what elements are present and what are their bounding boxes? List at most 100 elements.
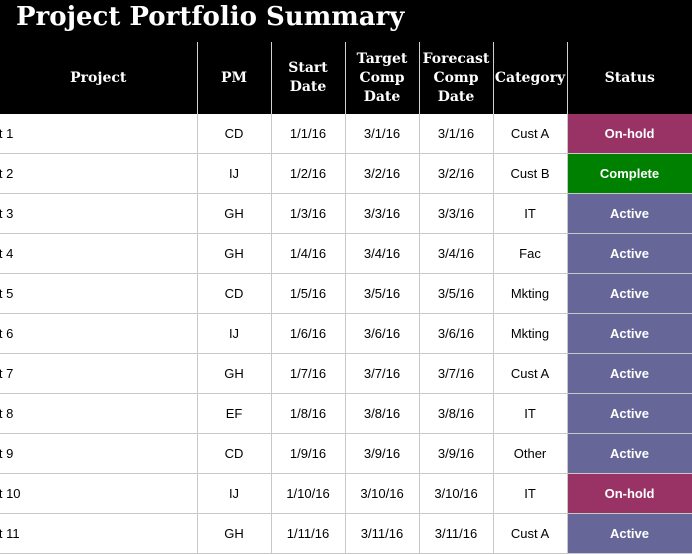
- table-row: Project 10IJ1/10/163/10/163/10/16ITOn-ho…: [0, 473, 692, 514]
- status-cell[interactable]: Active: [567, 273, 692, 314]
- header-forecast-line2: Comp: [433, 69, 479, 86]
- category-cell[interactable]: Fac: [493, 233, 568, 274]
- forecast-date-cell[interactable]: 3/5/16: [419, 273, 494, 314]
- pm-cell[interactable]: GH: [197, 193, 272, 234]
- category-cell[interactable]: Cust B: [493, 153, 568, 194]
- pm-cell[interactable]: CD: [197, 433, 272, 474]
- start-date-cell[interactable]: 1/9/16: [271, 433, 346, 474]
- forecast-date-cell[interactable]: 3/7/16: [419, 353, 494, 394]
- header-start-date[interactable]: Start Date: [271, 42, 346, 114]
- header-category-label: Category: [494, 69, 566, 86]
- portfolio-table: Project PM Start Date Target Comp Date F…: [0, 42, 692, 554]
- header-target-comp-date[interactable]: Target Comp Date: [345, 42, 420, 114]
- status-cell[interactable]: Active: [567, 393, 692, 434]
- header-status[interactable]: Status: [567, 42, 692, 114]
- status-cell[interactable]: Active: [567, 313, 692, 354]
- category-cell[interactable]: Mkting: [493, 273, 568, 314]
- start-date-cell[interactable]: 1/1/16: [271, 114, 346, 154]
- forecast-date-cell[interactable]: 3/1/16: [419, 114, 494, 154]
- pm-cell[interactable]: IJ: [197, 153, 272, 194]
- pm-cell[interactable]: EF: [197, 393, 272, 434]
- category-cell[interactable]: IT: [493, 473, 568, 514]
- target-date-cell[interactable]: 3/6/16: [345, 313, 420, 354]
- project-name: Project 8: [0, 406, 14, 421]
- project-cell[interactable]: Project 10: [0, 473, 198, 514]
- header-project[interactable]: Project: [0, 42, 198, 114]
- status-cell[interactable]: On-hold: [567, 473, 692, 514]
- start-date-cell[interactable]: 1/4/16: [271, 233, 346, 274]
- project-cell[interactable]: Project 9: [0, 433, 198, 474]
- target-date-cell[interactable]: 3/4/16: [345, 233, 420, 274]
- category-cell[interactable]: Cust A: [493, 513, 568, 554]
- pm-cell[interactable]: GH: [197, 233, 272, 274]
- category-cell[interactable]: IT: [493, 393, 568, 434]
- page-title: Project Portfolio Summary: [16, 2, 405, 32]
- project-cell[interactable]: Project 8: [0, 393, 198, 434]
- status-cell[interactable]: On-hold: [567, 114, 692, 154]
- target-date-cell[interactable]: 3/10/16: [345, 473, 420, 514]
- target-date-cell[interactable]: 3/7/16: [345, 353, 420, 394]
- project-cell[interactable]: Project 1: [0, 114, 198, 154]
- project-cell[interactable]: Project 2: [0, 153, 198, 194]
- forecast-date-cell[interactable]: 3/4/16: [419, 233, 494, 274]
- forecast-date-cell[interactable]: 3/3/16: [419, 193, 494, 234]
- category-cell[interactable]: Cust A: [493, 353, 568, 394]
- project-cell[interactable]: Project 3: [0, 193, 198, 234]
- target-date-cell[interactable]: 3/11/16: [345, 513, 420, 554]
- pm-cell[interactable]: GH: [197, 353, 272, 394]
- header-category[interactable]: Category: [493, 42, 568, 114]
- header-forecast-comp-date[interactable]: Forecast Comp Date: [419, 42, 494, 114]
- project-cell[interactable]: Project 4: [0, 233, 198, 274]
- project-cell[interactable]: Project 7: [0, 353, 198, 394]
- category-cell[interactable]: Cust A: [493, 114, 568, 154]
- header-start-line1: Start: [288, 60, 328, 76]
- category-cell[interactable]: Mkting: [493, 313, 568, 354]
- forecast-date-cell[interactable]: 3/11/16: [419, 513, 494, 554]
- start-date-cell[interactable]: 1/6/16: [271, 313, 346, 354]
- status-cell[interactable]: Active: [567, 433, 692, 474]
- start-date-cell[interactable]: 1/7/16: [271, 353, 346, 394]
- start-date-cell[interactable]: 1/10/16: [271, 473, 346, 514]
- project-cell[interactable]: Project 11: [0, 513, 198, 554]
- header-target-line1: Target: [356, 50, 408, 67]
- header-target-line3: Date: [363, 88, 401, 105]
- pm-cell[interactable]: CD: [197, 114, 272, 154]
- project-name: Project 3: [0, 206, 14, 221]
- start-date-cell[interactable]: 1/8/16: [271, 393, 346, 434]
- target-date-cell[interactable]: 3/8/16: [345, 393, 420, 434]
- start-date-cell[interactable]: 1/3/16: [271, 193, 346, 234]
- category-cell[interactable]: Other: [493, 433, 568, 474]
- header-pm[interactable]: PM: [197, 42, 272, 114]
- forecast-date-cell[interactable]: 3/2/16: [419, 153, 494, 194]
- table-row: Project 5CD1/5/163/5/163/5/16MktingActiv…: [0, 273, 692, 314]
- target-date-cell[interactable]: 3/9/16: [345, 433, 420, 474]
- header-pm-label: PM: [220, 69, 248, 86]
- target-date-cell[interactable]: 3/2/16: [345, 153, 420, 194]
- pm-cell[interactable]: IJ: [197, 313, 272, 354]
- forecast-date-cell[interactable]: 3/8/16: [419, 393, 494, 434]
- status-cell[interactable]: Active: [567, 513, 692, 554]
- pm-cell[interactable]: CD: [197, 273, 272, 314]
- status-cell[interactable]: Complete: [567, 153, 692, 194]
- pm-cell[interactable]: GH: [197, 513, 272, 554]
- target-date-cell[interactable]: 3/3/16: [345, 193, 420, 234]
- status-cell[interactable]: Active: [567, 233, 692, 274]
- forecast-date-cell[interactable]: 3/6/16: [419, 313, 494, 354]
- forecast-date-cell[interactable]: 3/10/16: [419, 473, 494, 514]
- project-cell[interactable]: Project 5: [0, 273, 198, 314]
- target-date-cell[interactable]: 3/1/16: [345, 114, 420, 154]
- start-date-cell[interactable]: 1/5/16: [271, 273, 346, 314]
- forecast-date-cell[interactable]: 3/9/16: [419, 433, 494, 474]
- status-cell[interactable]: Active: [567, 353, 692, 394]
- start-date-cell[interactable]: 1/11/16: [271, 513, 346, 554]
- start-date-cell[interactable]: 1/2/16: [271, 153, 346, 194]
- pm-cell[interactable]: IJ: [197, 473, 272, 514]
- project-cell[interactable]: Project 6: [0, 313, 198, 354]
- category-cell[interactable]: IT: [493, 193, 568, 234]
- status-cell[interactable]: Active: [567, 193, 692, 234]
- target-date-cell[interactable]: 3/5/16: [345, 273, 420, 314]
